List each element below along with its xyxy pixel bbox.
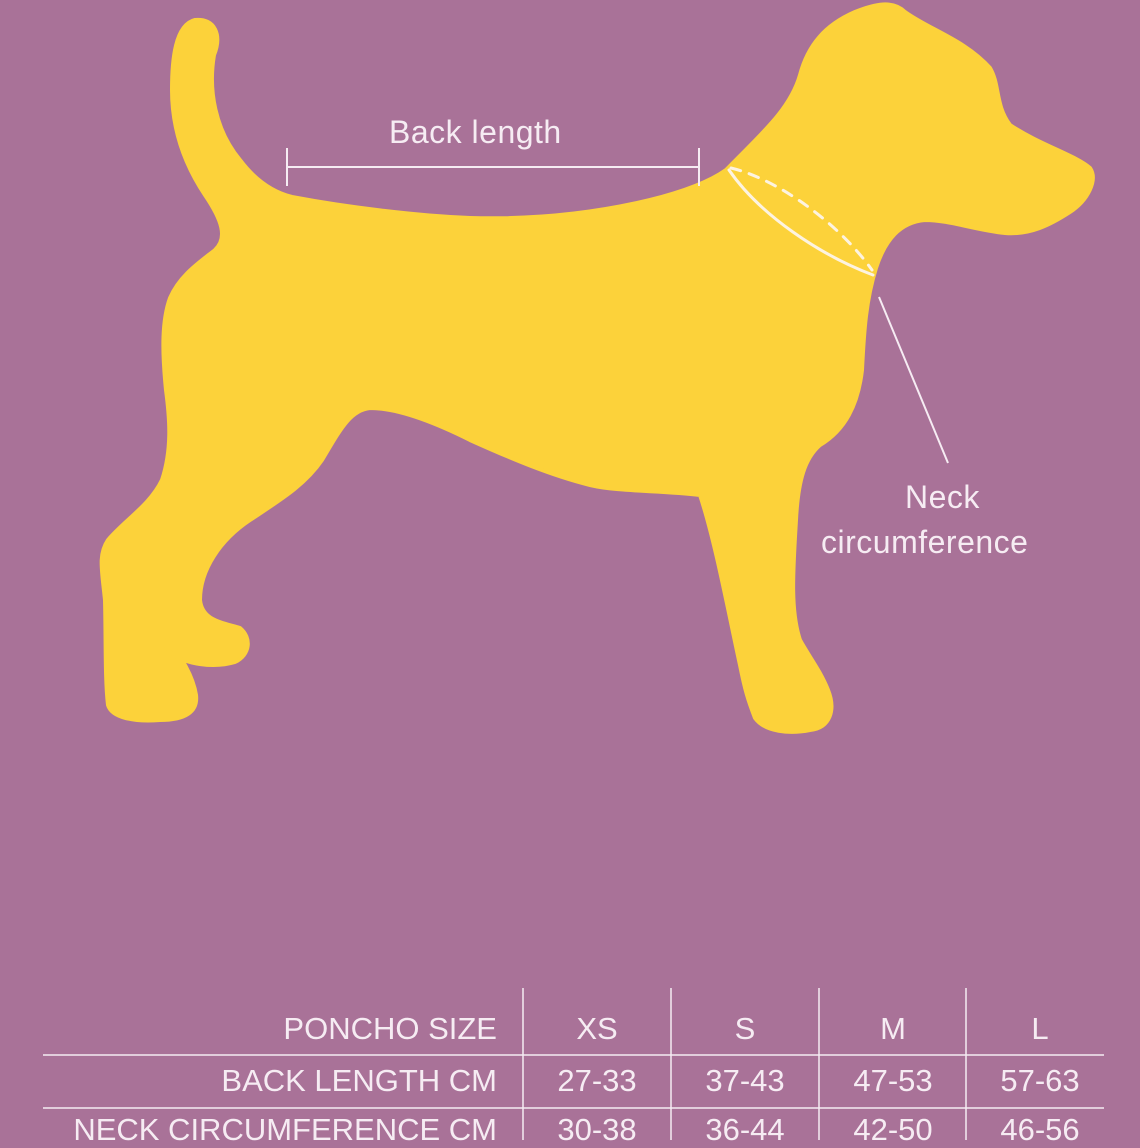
neck-pointer-line xyxy=(878,296,949,464)
row-label-back-length: BACK LENGTH CM xyxy=(221,1063,497,1098)
back-length-label: Back length xyxy=(389,114,562,150)
back-length-measure xyxy=(286,148,700,186)
neck-label-line2: circumference xyxy=(821,524,1029,560)
back-length-m: 47-53 xyxy=(853,1063,933,1098)
size-xs: XS xyxy=(576,1011,618,1046)
size-l: L xyxy=(1031,1011,1049,1046)
row-label-neck: NECK CIRCUMFERENCE CM xyxy=(73,1112,497,1147)
back-length-l: 57-63 xyxy=(1000,1063,1080,1098)
back-length-xs: 27-33 xyxy=(557,1063,637,1098)
header-label: PONCHO SIZE xyxy=(283,1011,497,1046)
back-length-s: 37-43 xyxy=(705,1063,785,1098)
neck-s: 36-44 xyxy=(705,1112,785,1147)
neck-xs: 30-38 xyxy=(557,1112,637,1147)
neck-l: 46-56 xyxy=(1000,1112,1080,1147)
dog-silhouette xyxy=(99,2,1095,734)
size-s: S xyxy=(734,1011,756,1046)
neck-label-line1: Neck xyxy=(905,479,980,515)
size-m: M xyxy=(880,1011,906,1046)
neck-m: 42-50 xyxy=(853,1112,933,1147)
neck-collar-marker xyxy=(727,166,875,277)
